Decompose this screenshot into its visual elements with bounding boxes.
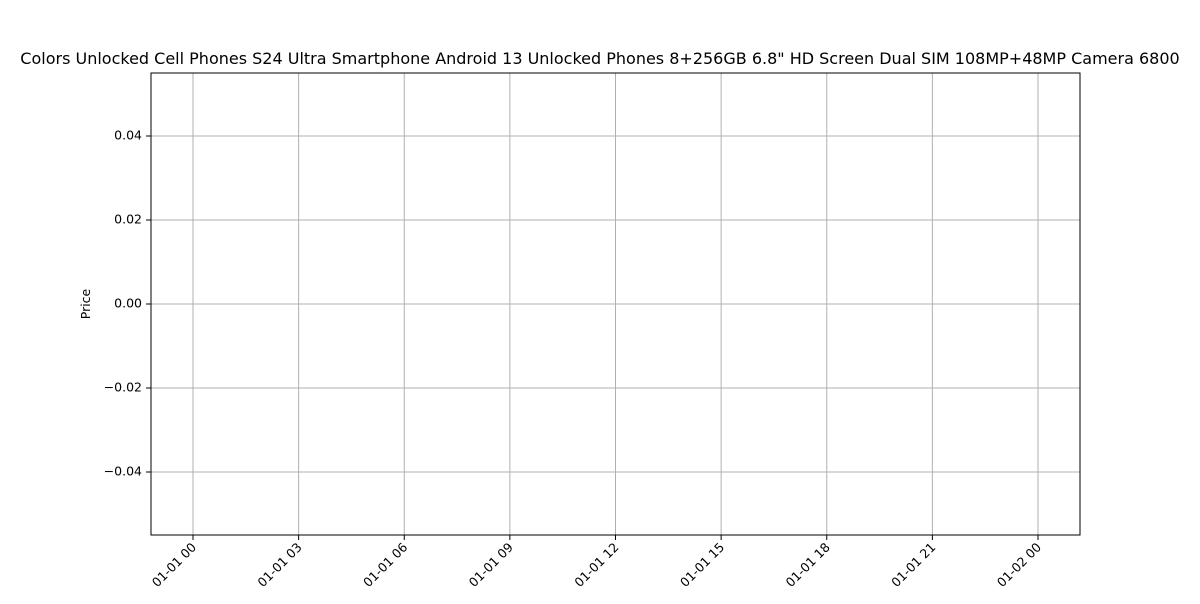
x-axis: 01-01 00 01-01 03 01-01 06 01-01 09 01-01 12… [149, 535, 1044, 590]
y-tick-label: 0.00 [114, 296, 142, 311]
x-tick-label: 01-02 00 [994, 539, 1044, 589]
y-axis: 0.04 0.02 0.00 −0.02 −0.04 [104, 128, 151, 479]
x-tick-label: 01-01 03 [254, 540, 304, 590]
y-tick-label: 0.04 [114, 128, 142, 143]
x-tick-label: 01-01 21 [888, 540, 938, 590]
x-tick-label: 01-01 18 [783, 539, 833, 589]
grid-lines [151, 73, 1080, 535]
x-tick-label: 01-01 00 [149, 539, 199, 589]
x-tick-label: 01-01 09 [466, 539, 516, 589]
x-tick-label: 01-01 15 [677, 540, 727, 590]
y-tick-label: 0.02 [114, 212, 142, 227]
y-tick-label: −0.04 [104, 464, 142, 479]
x-tick-label: 01-01 12 [571, 540, 621, 590]
x-tick-label: 01-01 06 [360, 539, 410, 589]
y-axis-label: Price [78, 288, 93, 319]
y-tick-label: −0.02 [104, 380, 142, 395]
chart-title: Colors Unlocked Cell Phones S24 Ultra Sm… [20, 49, 1179, 68]
